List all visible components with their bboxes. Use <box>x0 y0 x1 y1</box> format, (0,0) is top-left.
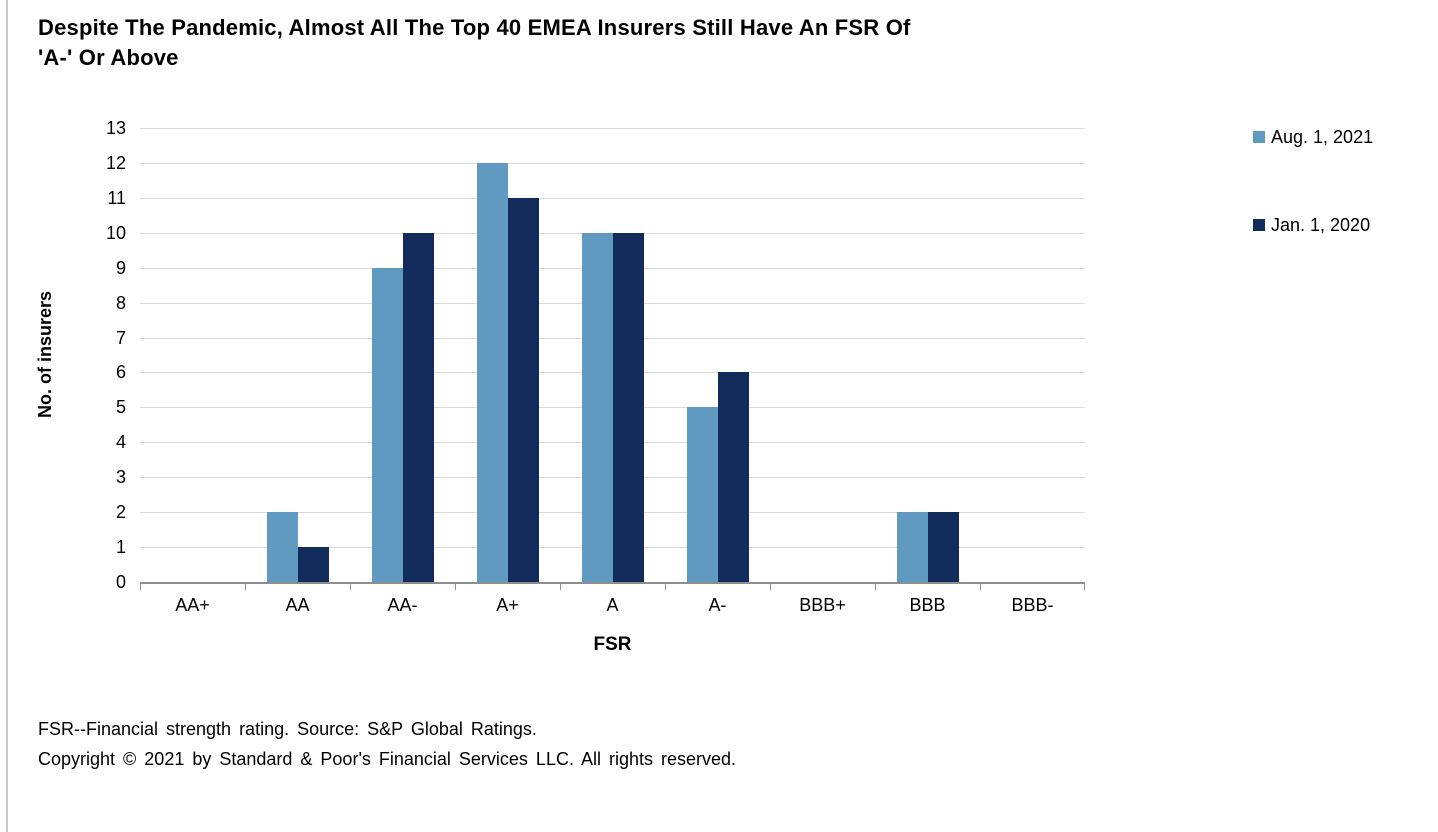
x-tick-label-bbbminus: BBB- <box>1011 595 1054 615</box>
x-axis-tick-mark <box>455 584 456 590</box>
x-axis-tick-mark <box>140 584 141 590</box>
x-axis-tick-labels: AA+ AA AA- A+ A A- BBB+ BBB BBB- <box>140 594 1085 618</box>
legend-item-jan-1-2020: Jan. 1, 2020 <box>1253 214 1373 236</box>
bar-bbb-aug-1-2021 <box>896 512 928 582</box>
bar-group-aa <box>245 128 350 582</box>
legend-item-aug-1-2021: Aug. 1, 2021 <box>1253 126 1373 148</box>
x-axis-tick-mark <box>770 584 771 590</box>
chart-title-line2: 'A-' Or Above <box>38 45 179 70</box>
gridline <box>140 128 1085 129</box>
y-axis-tick-label: 6 <box>115 362 126 383</box>
y-axis-title: No. of insurers <box>32 128 58 582</box>
y-axis-tick-label: 9 <box>115 257 126 278</box>
x-tick-label-aplus: A+ <box>496 595 519 615</box>
bar-aminus-aug-1-2021 <box>686 407 718 582</box>
bar-group-aminus <box>665 128 770 582</box>
y-axis-tick-label: 5 <box>115 397 126 418</box>
x-axis-title: FSR <box>593 634 632 655</box>
footnote-copyright: Copyright © 2021 by Standard & Poor's Fi… <box>38 749 737 769</box>
y-axis-tick-label: 3 <box>115 467 126 488</box>
bar-aplus-aug-1-2021 <box>476 162 508 582</box>
y-axis-tick-label: 13 <box>105 118 126 138</box>
footnote-block: FSR--Financial strength rating. Source: … <box>38 714 736 774</box>
y-axis-tick-label: 2 <box>115 502 126 523</box>
bar-group-aaminus <box>350 128 455 582</box>
y-axis-tick-label: 1 <box>115 537 126 558</box>
chart-title-line1: Despite The Pandemic, Almost All The Top… <box>38 15 911 40</box>
y-axis-tick-label: 10 <box>105 222 126 243</box>
x-tick-label-aa: AA <box>285 595 310 615</box>
bar-aaminus-aug-1-2021 <box>371 267 403 582</box>
y-axis-tick-label: 12 <box>105 152 126 173</box>
x-axis-tick-mark <box>245 584 246 590</box>
legend-label: Aug. 1, 2021 <box>1271 126 1374 147</box>
footnote-source: FSR--Financial strength rating. Source: … <box>38 719 537 739</box>
bar-group-a <box>560 128 665 582</box>
y-axis-tick-label: 11 <box>107 187 126 208</box>
bar-a-aug-1-2021 <box>581 232 613 582</box>
bar-group-bbbplus <box>770 128 875 582</box>
bar-group-aaplus <box>140 128 245 582</box>
bar-group-bbb <box>875 128 980 582</box>
y-axis-tick-label: 4 <box>115 432 126 453</box>
y-axis-title-text: No. of insurers <box>34 291 55 419</box>
bar-aplus-jan-1-2020 <box>507 197 539 582</box>
y-axis-tick-label: 8 <box>115 292 126 313</box>
x-tick-label-bbb: BBB <box>909 595 946 615</box>
x-axis-tick-mark <box>665 584 666 590</box>
legend: Aug. 1, 2021 Jan. 1, 2020 <box>1253 126 1373 302</box>
legend-label: Jan. 1, 2020 <box>1271 214 1371 235</box>
plot-area <box>140 128 1085 590</box>
legend-swatch-icon <box>1253 131 1265 143</box>
bar-a-jan-1-2020 <box>612 232 644 582</box>
bar-aa-jan-1-2020 <box>297 547 329 582</box>
bar-bbb-jan-1-2020 <box>927 512 959 582</box>
bar-aminus-jan-1-2020 <box>717 372 749 582</box>
x-axis-tick-mark <box>875 584 876 590</box>
x-tick-label-a: A <box>606 595 619 615</box>
x-tick-label-aminus: A- <box>708 595 727 615</box>
x-tick-label-bbbplus: BBB+ <box>799 595 846 615</box>
x-tick-label-aaminus: AA- <box>387 595 418 615</box>
bar-aaminus-jan-1-2020 <box>402 232 434 582</box>
y-axis-tick-label: 7 <box>115 327 126 348</box>
y-axis-tick-label: 0 <box>115 572 126 592</box>
gridline <box>140 197 1085 199</box>
bar-group-aplus <box>455 128 560 582</box>
x-axis-tick-mark <box>350 584 351 590</box>
bar-group-bbbminus <box>980 128 1085 582</box>
bar-aa-aug-1-2021 <box>266 512 298 582</box>
y-axis-tick-labels: 0 1 2 3 4 5 6 7 8 9 10 11 12 13 <box>60 118 126 592</box>
x-tick-label-aaplus: AA+ <box>175 595 210 615</box>
legend-swatch-icon <box>1253 219 1265 231</box>
gridline <box>140 162 1085 164</box>
x-axis-tick-mark <box>1084 584 1085 590</box>
left-border-line <box>6 0 8 832</box>
chart-title: Despite The Pandemic, Almost All The Top… <box>38 13 1178 73</box>
x-axis-tick-mark <box>980 584 981 590</box>
x-axis-tick-mark <box>560 584 561 590</box>
